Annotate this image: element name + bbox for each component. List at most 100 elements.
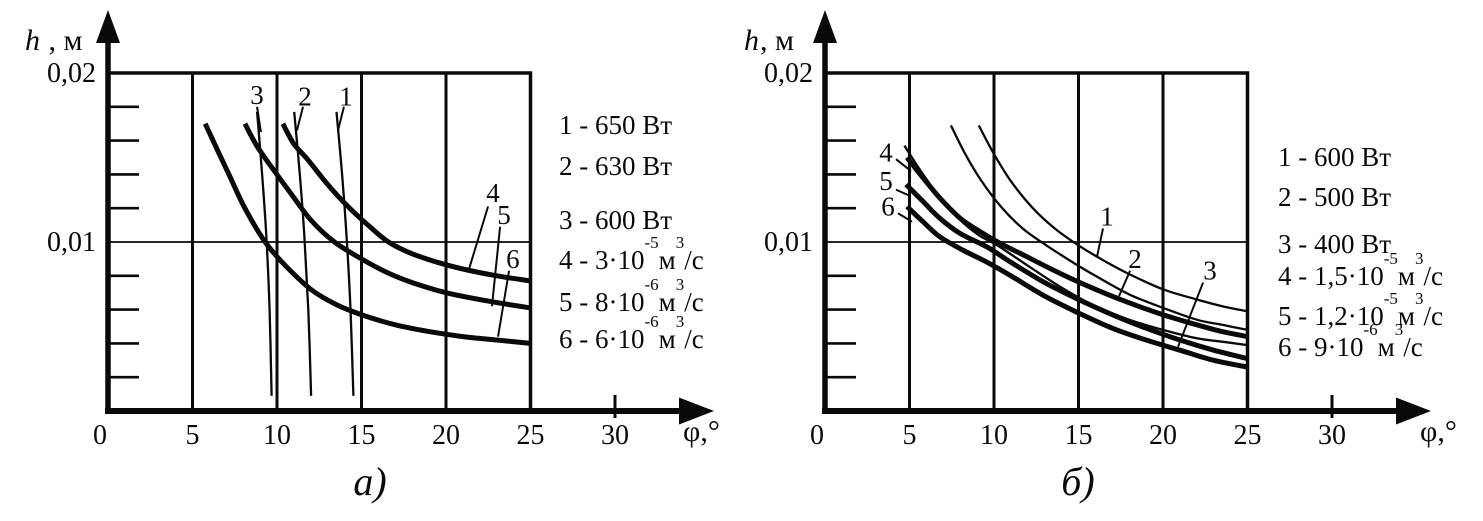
legend-item-6-part-3-chart-a: 3 bbox=[675, 312, 685, 331]
x-axis-title-a: φ,° bbox=[683, 415, 720, 448]
y-axis-unit-b: , м bbox=[760, 24, 794, 57]
legend-item-1-chart-b: 1 - 600 Вт bbox=[1278, 143, 1443, 171]
curve-6-chart-a bbox=[202, 122, 531, 346]
legend-item-5-part-2-chart-b: м bbox=[1397, 301, 1415, 331]
curve-5-chart-a bbox=[242, 122, 531, 311]
y-axis-title-b: h, м bbox=[744, 24, 794, 58]
legend-item-4-part-1-chart-b: -5 bbox=[1383, 249, 1398, 268]
curve-leader-6-chart-a bbox=[497, 270, 511, 337]
x-tick-label-0-chart-b: 0 bbox=[810, 420, 824, 451]
curve-label-4-chart-b: 4 bbox=[879, 137, 893, 167]
legend-item-3-chart-a: 3 - 600 Вт bbox=[559, 206, 704, 234]
legend-item-5-part-3-chart-b: 3 bbox=[1415, 289, 1424, 308]
x-tick-label-20-chart-a: 20 bbox=[432, 420, 460, 451]
curve-label-5-chart-a: 5 bbox=[497, 200, 511, 230]
legend-item-5-chart-a: 5 - 8·10-6м3/с bbox=[559, 276, 704, 317]
x-axis-title-b: φ,° bbox=[1420, 415, 1457, 448]
curve-leader-2-chart-b bbox=[1118, 270, 1131, 297]
legend-item-2-part-0-chart-a: 2 - 630 Вт bbox=[559, 151, 673, 181]
x-tick-label-10-chart-a: 10 bbox=[263, 420, 291, 451]
curve-1-chart-a bbox=[335, 111, 355, 396]
legend-item-4-part-4-chart-a: /с bbox=[684, 245, 704, 275]
curve-leader-2-chart-a bbox=[295, 106, 304, 131]
y-axis-title-a: h , м bbox=[25, 24, 82, 58]
legend-item-6-chart-b: 6 - 9·10-6м3/с bbox=[1278, 321, 1443, 362]
x-tick-label-25-chart-b: 25 bbox=[1234, 420, 1262, 451]
legend-item-6-part-1-chart-a: -6 bbox=[644, 312, 659, 331]
legend-item-6-part-2-chart-a: м bbox=[658, 324, 676, 354]
legend-item-6-part-4-chart-b: /с bbox=[1403, 332, 1423, 362]
curve-4-chart-b bbox=[905, 155, 1248, 340]
curve-label-1-chart-a: 1 bbox=[339, 82, 353, 112]
legend-item-3-part-0-chart-b: 3 - 400 Вт bbox=[1278, 229, 1392, 259]
curve-leader-1-chart-b bbox=[1095, 228, 1104, 258]
x-tick-label-30-chart-a: 30 bbox=[601, 420, 629, 451]
curve-leader-5-chart-a bbox=[490, 226, 502, 307]
legend-item-6-part-0-chart-a: 6 - 6·10 bbox=[559, 324, 645, 354]
chart-caption-a: а) bbox=[353, 459, 387, 504]
legend-item-4-part-2-chart-a: м bbox=[658, 245, 676, 275]
legend-item-6-part-4-chart-a: /с bbox=[684, 324, 704, 354]
curve-label-2-chart-a: 2 bbox=[298, 82, 312, 112]
legend-item-6-part-3-chart-b: 3 bbox=[1394, 320, 1404, 339]
x-axis-arrow-chart-b bbox=[1396, 397, 1431, 425]
curve-label-3-chart-a: 3 bbox=[250, 80, 264, 110]
x-tick-label-20-chart-b: 20 bbox=[1149, 420, 1177, 451]
legend-item-5-part-4-chart-a: /с bbox=[684, 287, 704, 317]
legend-item-5-part-3-chart-a: 3 bbox=[675, 275, 685, 294]
curve-2-chart-a bbox=[293, 111, 313, 396]
x-tick-label-15-chart-a: 15 bbox=[348, 420, 376, 451]
curve-leader-4-chart-b bbox=[895, 158, 912, 172]
y-axis-arrow-chart-a bbox=[96, 10, 120, 43]
legend-item-5-chart-b: 5 - 1,2·10-5м3/с bbox=[1278, 290, 1443, 331]
curve-label-6-chart-b: 6 bbox=[881, 192, 895, 222]
legend-item-2-part-0-chart-b: 2 - 500 Вт bbox=[1278, 182, 1392, 212]
chart-caption-b: б) bbox=[1061, 459, 1095, 504]
legend-item-1-part-0-chart-a: 1 - 650 Вт bbox=[559, 110, 673, 140]
curve-label-2-chart-b: 2 bbox=[1128, 244, 1142, 274]
curve-6-chart-b bbox=[905, 204, 1249, 370]
x-axis-arrow-chart-a bbox=[679, 397, 714, 425]
legend-item-4-chart-b: 4 - 1,5·10-5м3/с bbox=[1278, 250, 1444, 291]
legend-item-1-part-0-chart-b: 1 - 600 Вт bbox=[1278, 142, 1392, 172]
legend-item-5-part-0-chart-a: 5 - 8·10 bbox=[559, 287, 645, 317]
legend-item-5-part-1-chart-a: -6 bbox=[644, 275, 659, 294]
y-tick-label-001-chart-a: 0,01 bbox=[47, 227, 96, 258]
legend-item-5-part-1-chart-b: -5 bbox=[1383, 289, 1398, 308]
x-tick-label-30-chart-b: 30 bbox=[1318, 420, 1346, 451]
legend-item-6-part-0-chart-b: 6 - 9·10 bbox=[1278, 332, 1364, 362]
legend-item-6-chart-a: 6 - 6·10-6м3/с bbox=[559, 313, 704, 354]
legend-b: 1 - 600 Вт 2 - 500 Вт 3 - 400 Вт 4 - 1,5·10… bbox=[1278, 143, 1443, 361]
legend-item-5-part-2-chart-a: м bbox=[658, 287, 676, 317]
y-axis-unit-a: , м bbox=[41, 24, 83, 57]
legend-item-3-chart-b: 3 - 400 Вт bbox=[1278, 230, 1443, 258]
legend-item-4-part-3-chart-a: 3 bbox=[675, 233, 685, 252]
legend-item-4-part-4-chart-b: /с bbox=[1423, 261, 1444, 291]
legend-item-4-part-1-chart-a: -5 bbox=[644, 233, 659, 252]
legend-item-3-part-0-chart-a: 3 - 600 Вт bbox=[559, 205, 673, 235]
legend-item-4-chart-a: 4 - 3·10-5м3/с bbox=[559, 234, 704, 275]
legend-a: 1 - 650 Вт 2 - 630 Вт 3 - 600 Вт 4 - 3·10-5… bbox=[559, 111, 704, 353]
legend-item-6-part-2-chart-b: м bbox=[1377, 332, 1395, 362]
legend-item-4-part-0-chart-b: 4 - 1,5·10 bbox=[1278, 261, 1384, 291]
legend-item-1-chart-a: 1 - 650 Вт bbox=[559, 111, 704, 139]
legend-item-4-part-0-chart-a: 4 - 3·10 bbox=[559, 245, 645, 275]
legend-item-4-part-3-chart-b: 3 bbox=[1415, 249, 1424, 268]
x-tick-label-15-chart-b: 15 bbox=[1065, 420, 1093, 451]
curve-leader-6-chart-b bbox=[897, 212, 913, 223]
curve-label-5-chart-b: 5 bbox=[879, 166, 893, 196]
curve-leader-3-chart-a bbox=[256, 106, 262, 133]
curve-leader-4-chart-a bbox=[467, 206, 490, 273]
y-tick-label-002-chart-a: 0,02 bbox=[47, 58, 96, 89]
curve-5-chart-b bbox=[904, 182, 1249, 362]
x-tick-label-0-chart-a: 0 bbox=[93, 420, 107, 451]
curve-1-chart-b bbox=[977, 124, 1248, 313]
curve-leader-3-chart-b bbox=[1177, 282, 1204, 348]
curve-label-4-chart-a: 4 bbox=[486, 178, 500, 208]
x-tick-label-5-chart-a: 5 bbox=[186, 420, 200, 451]
curve-label-6-chart-a: 6 bbox=[506, 244, 520, 274]
curve-leader-5-chart-b bbox=[895, 188, 912, 198]
curve-2-chart-b bbox=[949, 124, 1248, 332]
